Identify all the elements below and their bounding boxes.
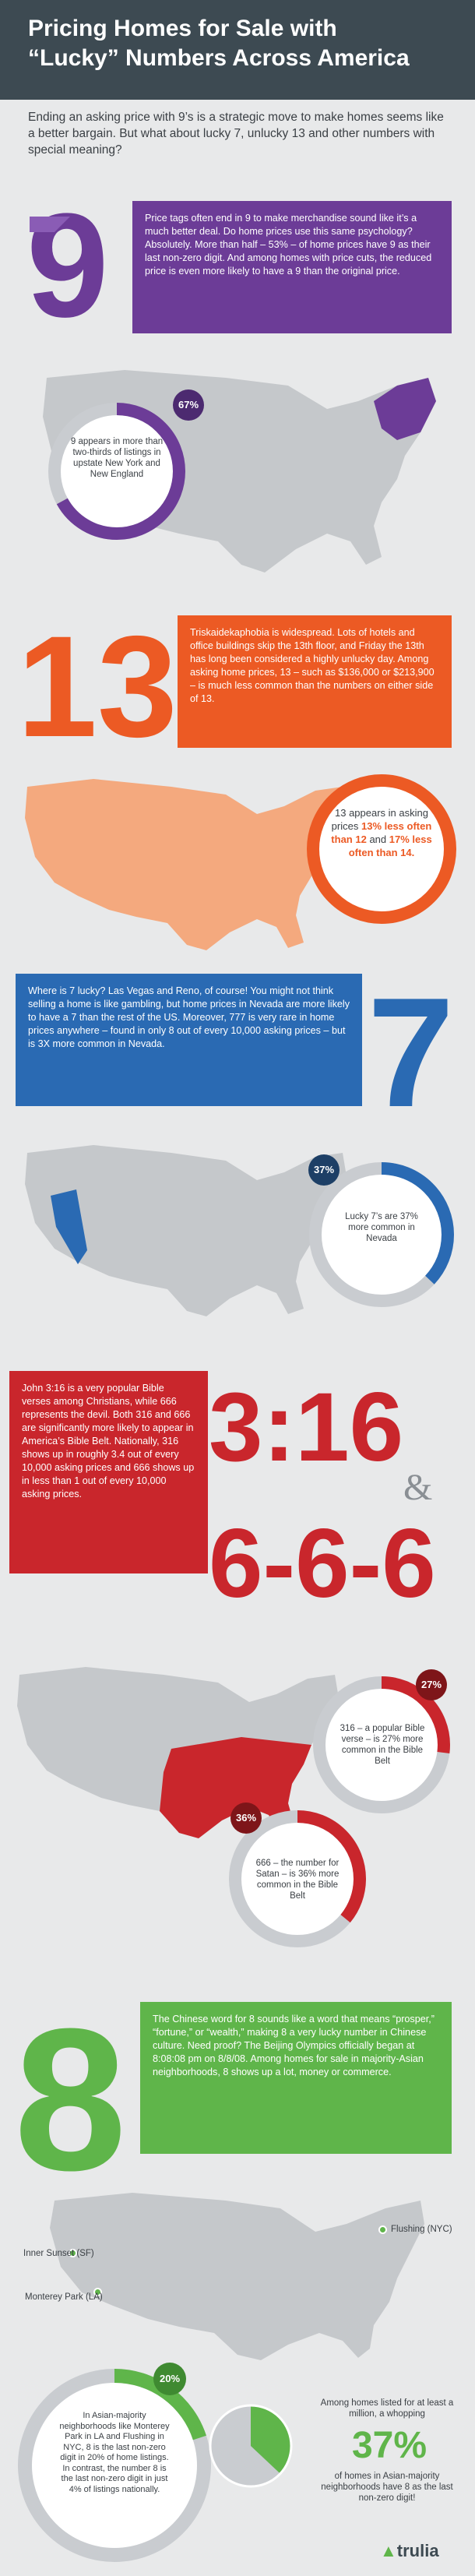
digit-seven-graphic: 7 xyxy=(368,974,454,1114)
seven-ring-arc xyxy=(309,1162,454,1307)
digit-thirteen: 13 xyxy=(17,615,178,748)
pie-slice xyxy=(251,2405,291,2474)
digit-nine-graphic: 9 xyxy=(26,201,109,326)
trulia-logo: ▲trulia xyxy=(380,2541,439,2560)
ring-316-arc xyxy=(313,1676,450,1813)
city-label-monterey-park: Monterey Park (LA) xyxy=(25,2292,103,2302)
seven-pct-badge: 37% xyxy=(308,1154,340,1186)
us-map-eight xyxy=(50,2193,424,2360)
million-pie xyxy=(209,2404,293,2488)
us-map-thirteen xyxy=(25,779,347,950)
eight-info-text: The Chinese word for 8 sounds like a wor… xyxy=(153,2014,435,2077)
ring-316-label: 316 – a popular Bible verse – is 27% mor… xyxy=(340,1724,425,1766)
bible-info-box: John 3:16 is a very popular Bible verses… xyxy=(9,1371,208,1573)
bible-belt-highlight xyxy=(160,1737,311,1838)
eight-ring-arc xyxy=(18,2369,211,2562)
header: Pricing Homes for Sale with “Lucky” Numb… xyxy=(0,0,475,100)
seven-ring-label: Lucky 7’s are 37% more common in Nevada xyxy=(345,1212,418,1243)
ring-666-label: 666 – the number for Satan – is 36% more… xyxy=(255,1859,340,1901)
seven-info-box: Where is 7 lucky? Las Vegas and Reno, of… xyxy=(16,974,362,1106)
new-england-highlight xyxy=(374,378,436,440)
monterey-park-dot xyxy=(93,2288,102,2296)
map-shape xyxy=(25,1145,347,1316)
eight-pct-badge: 20% xyxy=(153,2363,186,2395)
nine-pct-badge: 67% xyxy=(173,389,204,421)
bible-info-text: John 3:16 is a very popular Bible verses… xyxy=(22,1383,195,1499)
digit-thirteen-graphic: 13 xyxy=(17,615,178,748)
page-title: Pricing Homes for Sale with “Lucky” Numb… xyxy=(28,16,410,71)
intro-text: Ending an asking price with 9’s is a str… xyxy=(28,111,444,157)
eight-info-box: The Chinese word for 8 sounds like a wor… xyxy=(140,2002,452,2154)
nine-info-box: Price tags often end in 9 to make mercha… xyxy=(132,201,452,333)
map-shape xyxy=(50,2193,424,2360)
bible-digits-graphic: 3:16 & 6-6-6 xyxy=(209,1373,436,1609)
thirteen-ring xyxy=(307,774,456,924)
digits-666: 6-6-6 xyxy=(209,1510,436,1609)
big-37-pct: 37% xyxy=(351,2425,428,2466)
million-text-top: Among homes listed for at least a millio… xyxy=(320,2398,454,2419)
thirteen-info-text: Triskaidekaphobia is widespread. Lots of… xyxy=(190,627,435,704)
thirteen-ring-label: 13 appears in asking prices 13% less oft… xyxy=(331,807,432,858)
fold-shade xyxy=(30,217,70,232)
thirteen-info-box: Triskaidekaphobia is widespread. Lots of… xyxy=(178,615,452,748)
logo-mark: ▲ xyxy=(380,2541,397,2560)
ring-666-arc xyxy=(229,1810,366,1947)
city-label-flushing: Flushing (NYC) xyxy=(391,2225,452,2234)
nine-info-text: Price tags often end in 9 to make mercha… xyxy=(145,213,432,277)
seven-info-text: Where is 7 lucky? Las Vegas and Reno, of… xyxy=(28,985,350,1049)
inner-sunset-dot xyxy=(69,2249,77,2257)
nevada-highlight xyxy=(51,1189,87,1264)
million-text-bottom: of homes in Asian-majority neighborhoods… xyxy=(321,2472,453,2503)
pct-666-badge: 36% xyxy=(230,1802,262,1834)
nine-ring-arc xyxy=(48,403,185,540)
eight-ring xyxy=(18,2369,211,2562)
nine-ring-label: 9 appears in more than two-thirds of lis… xyxy=(70,437,164,479)
bible-ring-666 xyxy=(229,1810,366,1947)
digit-seven: 7 xyxy=(368,974,454,1114)
pct-316-badge: 27% xyxy=(416,1669,447,1700)
map-shape xyxy=(25,779,347,950)
flushing-dot xyxy=(378,2225,387,2234)
seven-ring xyxy=(309,1162,454,1307)
digit-eight-graphic: 8 xyxy=(14,2002,127,2181)
digits-316: 3:16 xyxy=(209,1373,403,1482)
digit-eight: 8 xyxy=(14,2002,127,2181)
nine-ring xyxy=(48,403,185,540)
bible-ring-316 xyxy=(313,1676,450,1813)
us-map-bible xyxy=(17,1667,339,1838)
eight-ring-label: In Asian-majority neighborhoods like Mon… xyxy=(59,2411,170,2494)
ampersand: & xyxy=(403,1467,432,1508)
us-map-seven xyxy=(25,1145,347,1316)
city-label-inner-sunset: Inner Sunset (SF) xyxy=(23,2249,94,2258)
